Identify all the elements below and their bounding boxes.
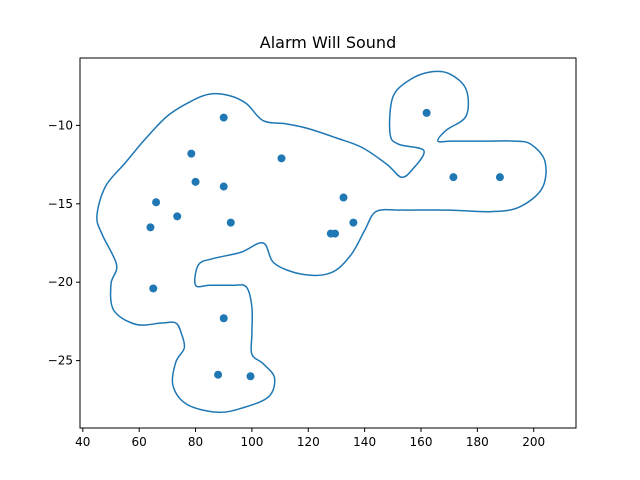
chart-title: Alarm Will Sound [260, 33, 396, 52]
scatter-point [349, 218, 358, 227]
x-tick-label: 140 [353, 435, 376, 449]
scatter-point [149, 284, 158, 293]
scatter-point [152, 198, 161, 207]
scatter-points [146, 108, 504, 381]
x-tick-label: 160 [410, 435, 433, 449]
scatter-point [219, 182, 228, 191]
x-tick-label: 200 [522, 435, 545, 449]
x-tick-label: 40 [75, 435, 90, 449]
scatter-point [277, 154, 286, 163]
scatter-point [246, 372, 255, 381]
scatter-point [226, 218, 235, 227]
scatter-point [173, 212, 182, 221]
scatter-point [422, 108, 431, 117]
scatter-point [187, 149, 196, 158]
scatter-point [449, 173, 458, 182]
y-tick-label: −15 [48, 197, 73, 211]
scatter-point [339, 193, 348, 202]
scatter-point [219, 314, 228, 323]
cluster-boundary [96, 70, 547, 414]
scatter-point [191, 177, 200, 186]
plot-area-frame [79, 57, 577, 429]
axis-ticks: 40 60 80 100 120 140 160 180 200 −25 −20 −15 −10 [48, 118, 546, 449]
x-tick-label: 60 [132, 435, 147, 449]
scatter-point [495, 173, 504, 182]
x-tick-label: 100 [240, 435, 263, 449]
scatter-point [331, 229, 340, 238]
boundary-line [96, 70, 547, 414]
scatter-point [214, 370, 223, 379]
y-tick-label: −25 [48, 354, 73, 368]
y-tick-label: −20 [48, 275, 73, 289]
x-tick-label: 80 [188, 435, 203, 449]
x-tick-label: 180 [466, 435, 489, 449]
y-tick-label: −10 [48, 118, 73, 132]
scatter-point [219, 113, 228, 122]
scatter-point [146, 223, 155, 232]
x-tick-label: 120 [297, 435, 320, 449]
